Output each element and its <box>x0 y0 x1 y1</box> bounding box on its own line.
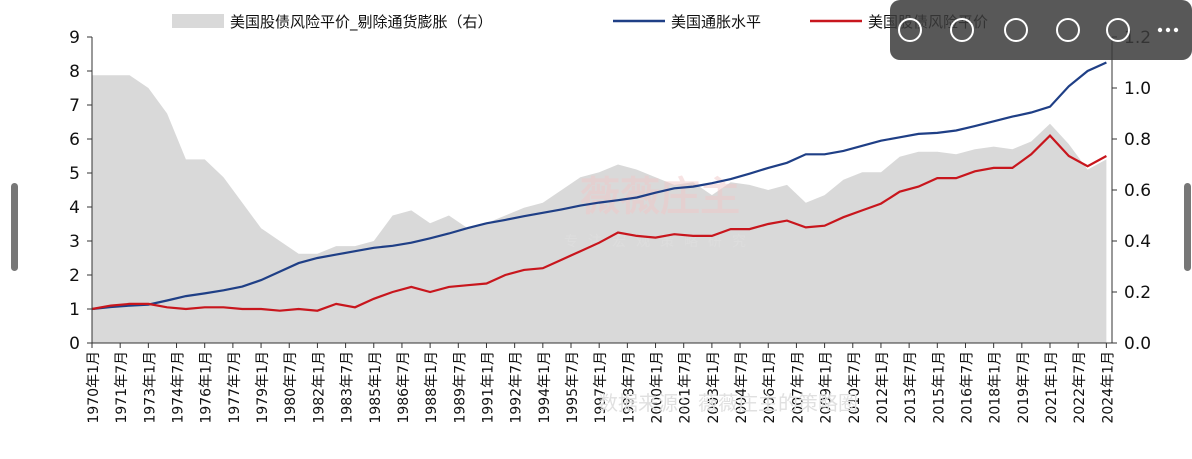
x-tick-label: 1989年7月 <box>452 351 468 424</box>
x-tick-label: 1971年7月 <box>114 351 130 424</box>
x-tick-label: 2019年7月 <box>1016 351 1032 424</box>
icon-dot <box>1157 27 1163 33</box>
x-tick-label: 1995年7月 <box>565 351 581 424</box>
y-tick-label: 3 <box>69 232 80 252</box>
x-tick-label: 2006年1月 <box>762 351 778 424</box>
x-tick-label: 1992年7月 <box>509 351 525 424</box>
x-tick-label: 2010年7月 <box>847 351 863 424</box>
x-tick-label: 2000年1月 <box>650 351 666 424</box>
x-tick-label: 1994年1月 <box>537 351 553 424</box>
watermark: 薇薇庄主 <box>580 174 740 220</box>
x-tick-label: 1997年1月 <box>593 351 609 424</box>
x-tick-label: 2024年1月 <box>1100 351 1116 424</box>
y-tick-label: 7 <box>69 96 80 116</box>
icon <box>1056 18 1080 42</box>
toolbar-button[interactable] <box>1004 18 1028 42</box>
y-tick-label: 9 <box>69 28 80 48</box>
toolbar-button[interactable] <box>1056 18 1080 42</box>
line <box>91 134 1107 312</box>
y2-tick-label: 0.8 <box>1124 130 1151 150</box>
scroll-handle <box>11 183 18 271</box>
y2-tick-label: 0.0 <box>1124 334 1151 354</box>
x-tick-label: 1970年1月 <box>86 351 102 424</box>
x-tick-label: 1986年7月 <box>396 351 412 424</box>
line <box>91 61 1107 311</box>
x-tick-label: 2001年7月 <box>678 351 694 424</box>
y-tick-label: 8 <box>69 62 80 82</box>
y2-tick-label: 0.2 <box>1124 283 1151 303</box>
x-tick-label: 1988年1月 <box>424 351 440 424</box>
toolbar-button[interactable] <box>950 18 974 42</box>
x-tick-label: 2009年1月 <box>819 351 835 424</box>
icon-dot <box>1165 27 1171 33</box>
x-tick-label: 2004年7月 <box>734 351 750 424</box>
icon <box>1106 18 1130 42</box>
toolbar-button[interactable] <box>1106 18 1130 42</box>
x-tick-label: 2021年1月 <box>1044 351 1060 424</box>
x-tick-label: 1974年7月 <box>171 351 187 424</box>
toolbar-button[interactable] <box>1157 19 1179 41</box>
x-tick-label: 1977年7月 <box>227 351 243 424</box>
y-tick-label: 2 <box>69 266 80 286</box>
y-tick-label: 5 <box>69 164 80 184</box>
x-tick-label: 2012年1月 <box>875 351 891 424</box>
x-tick-label: 1985年1月 <box>368 351 384 424</box>
legend-swatch <box>172 14 224 28</box>
x-tick-label: 2015年1月 <box>931 351 947 424</box>
x-tick-label: 1973年1月 <box>142 351 158 424</box>
x-tick-label: 1983年7月 <box>340 351 356 424</box>
x-tick-label: 1991年1月 <box>480 351 496 424</box>
icon <box>898 18 922 42</box>
x-tick-label: 2007年7月 <box>790 351 806 424</box>
y2-tick-label: 1.0 <box>1124 79 1151 99</box>
legend-label: 美国通胀水平 <box>671 13 761 31</box>
x-tick-label: 1979年1月 <box>255 351 271 424</box>
x-tick-label: 2018年1月 <box>988 351 1004 424</box>
toolbar-button[interactable] <box>898 18 922 42</box>
y-tick-label: 6 <box>69 130 80 150</box>
x-tick-label: 1980年7月 <box>283 351 299 424</box>
x-tick-label: 2003年1月 <box>706 351 722 424</box>
watermark-sub: 专注宏观策略研究 <box>564 233 756 250</box>
scroll-handle <box>1184 183 1191 271</box>
y-tick-label: 1 <box>69 300 80 320</box>
area <box>92 75 1107 343</box>
source: 数据来源：薇薇庄主的策略圈 <box>598 391 858 415</box>
legend-label: 美国股债风险平价_剔除通货膨胀（右） <box>230 13 493 32</box>
y2-tick-label: 0.4 <box>1124 232 1151 252</box>
x-tick-label: 1976年1月 <box>199 351 215 424</box>
icon <box>1004 18 1028 42</box>
x-tick-label: 2016年7月 <box>959 351 975 424</box>
y-tick-label: 0 <box>69 334 80 354</box>
toolbar <box>890 0 1192 60</box>
x-tick-label: 2022年7月 <box>1072 351 1088 424</box>
icon <box>950 18 974 42</box>
x-tick-label: 1982年1月 <box>311 351 327 424</box>
y-tick-label: 4 <box>69 198 80 218</box>
x-tick-label: 1998年7月 <box>621 351 637 424</box>
x-tick-label: 2013年7月 <box>903 351 919 424</box>
icon-dot <box>1173 27 1179 33</box>
y2-tick-label: 0.6 <box>1124 181 1151 201</box>
